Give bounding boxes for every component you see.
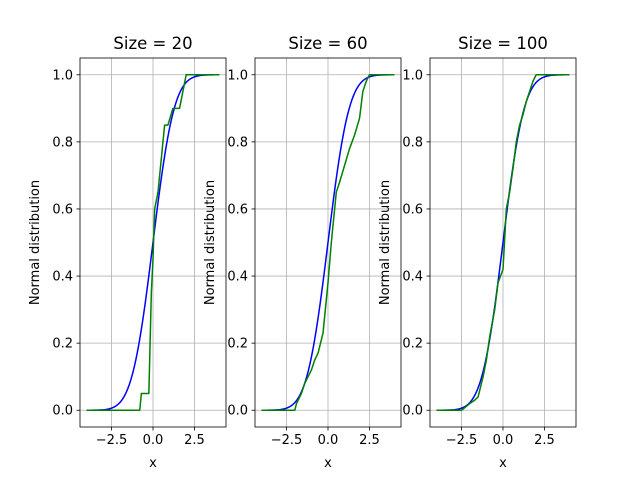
y-tick-label: 0.4	[52, 270, 73, 285]
theoretical-cdf-line	[436, 74, 570, 411]
y-tick-label: 0.0	[227, 404, 248, 419]
plot-area	[261, 74, 395, 411]
x-tick-label: 2.5	[534, 433, 555, 448]
y-tick-label: 0.0	[52, 404, 73, 419]
subplot-3: −2.5 0.0 2.5 0.0 0.2 0.4 0.6 0.8 1.0 Size = 100 x N…	[378, 34, 577, 471]
subplot-title: Size = 100	[458, 34, 548, 53]
subplot-2: −2.5 0.0 2.5 0.0 0.2 0.4 0.6 0.8 1.0 Size = 60 x No…	[203, 34, 402, 471]
y-tick-label: 0.2	[227, 337, 248, 352]
y-tick-label: 0.8	[402, 135, 423, 150]
x-axis-label: x	[499, 456, 507, 471]
x-tick-label: −2.5	[96, 433, 128, 448]
x-tick-label: 0.0	[493, 433, 514, 448]
x-tick-label: 2.5	[184, 433, 205, 448]
theoretical-cdf-line	[261, 74, 395, 411]
plot-area	[86, 74, 220, 411]
y-tick-label: 0.4	[227, 270, 248, 285]
x-axis-label: x	[324, 456, 332, 471]
y-tick-label: 0.2	[52, 337, 73, 352]
x-tick-label: 0.0	[143, 433, 164, 448]
empirical-cdf-line	[261, 74, 395, 411]
y-axis-label: Normal distribution	[378, 180, 393, 305]
x-tick-label: −2.5	[271, 433, 303, 448]
subplot-title: Size = 20	[113, 34, 192, 53]
y-tick-label: 0.0	[402, 404, 423, 419]
empirical-cdf-line	[86, 74, 220, 411]
y-tick-label: 0.6	[52, 202, 73, 217]
x-axis-label: x	[149, 456, 157, 471]
y-tick-label: 0.6	[402, 202, 423, 217]
y-tick-label: 0.6	[227, 202, 248, 217]
y-tick-label: 0.8	[52, 135, 73, 150]
y-tick-label: 1.0	[227, 68, 248, 83]
x-tick-label: −2.5	[446, 433, 478, 448]
x-tick-label: 0.0	[318, 433, 339, 448]
y-tick-label: 0.8	[227, 135, 248, 150]
y-tick-label: 0.4	[402, 270, 423, 285]
empirical-cdf-line	[436, 74, 570, 411]
y-axis-label: Normal distribution	[203, 180, 218, 305]
plot-area	[436, 74, 570, 411]
y-tick-label: 1.0	[52, 68, 73, 83]
x-tick-label: 2.5	[359, 433, 380, 448]
y-tick-label: 1.0	[402, 68, 423, 83]
y-tick-label: 0.2	[402, 337, 423, 352]
y-axis-label: Normal distribution	[28, 180, 43, 305]
subplot-1: −2.5 0.0 2.5 0.0 0.2 0.4 0.6 0.8 1.0 Size = 20 x No…	[28, 34, 227, 471]
subplot-title: Size = 60	[288, 34, 367, 53]
